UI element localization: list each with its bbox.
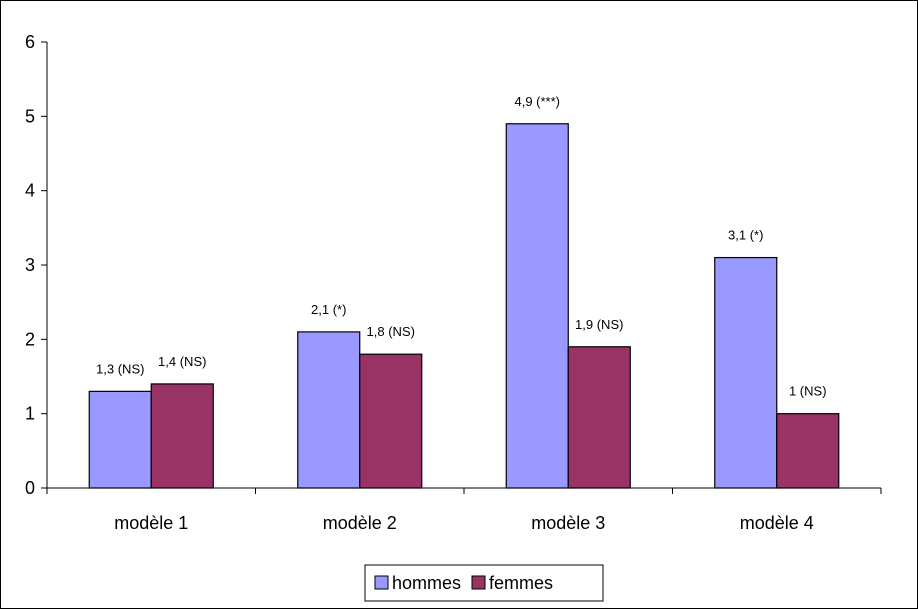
y-tick-label: 2 bbox=[25, 329, 35, 349]
data-label-femmes-4: 1 (NS) bbox=[789, 384, 827, 399]
bar-femmes-1 bbox=[150, 383, 214, 489]
data-label-hommes-3: 4,9 (***) bbox=[514, 94, 560, 109]
bar-femmes-4 bbox=[776, 413, 840, 489]
x-tick-label: modèle 4 bbox=[740, 513, 814, 533]
bar-hommes-2 bbox=[297, 331, 361, 489]
bar-hommes-1 bbox=[88, 390, 152, 489]
bar-femmes-3 bbox=[567, 346, 631, 489]
y-tick-label: 5 bbox=[25, 106, 35, 126]
data-label-hommes-4: 3,1 (*) bbox=[728, 228, 763, 243]
legend-swatch-hommes bbox=[374, 575, 389, 590]
data-labels: 1,3 (NS) 2,1 (*) 4,9 (***) 3,1 (*) 1,4 (NS) 1… bbox=[96, 94, 826, 399]
y-tick-label: 1 bbox=[25, 404, 35, 424]
legend: hommes femmes bbox=[364, 564, 604, 602]
bar-hommes-4 bbox=[714, 256, 778, 489]
y-tick-label: 4 bbox=[25, 181, 35, 201]
bar-femmes-2 bbox=[359, 353, 423, 489]
data-label-femmes-2: 1,8 (NS) bbox=[367, 324, 415, 339]
data-label-femmes-3: 1,9 (NS) bbox=[575, 317, 623, 332]
bar-hommes-3 bbox=[505, 123, 569, 489]
bars bbox=[88, 123, 840, 489]
y-tick-label: 6 bbox=[25, 32, 35, 52]
y-tick-label: 3 bbox=[25, 255, 35, 275]
data-label-hommes-2: 2,1 (*) bbox=[311, 302, 346, 317]
x-tick-label: modèle 1 bbox=[114, 513, 188, 533]
x-tick-label: modèle 3 bbox=[531, 513, 605, 533]
legend-label-femmes: femmes bbox=[489, 573, 553, 593]
data-label-femmes-1: 1,4 (NS) bbox=[158, 354, 206, 369]
axes: 0 1 2 3 4 5 6 modèle 1 modèle 2 modèle 3 modèle 4 bbox=[25, 32, 882, 533]
legend-label-hommes: hommes bbox=[392, 573, 461, 593]
legend-swatch-femmes bbox=[471, 575, 486, 590]
data-label-hommes-1: 1,3 (NS) bbox=[96, 361, 144, 376]
y-tick-label: 0 bbox=[25, 478, 35, 498]
x-tick-label: modèle 2 bbox=[323, 513, 397, 533]
